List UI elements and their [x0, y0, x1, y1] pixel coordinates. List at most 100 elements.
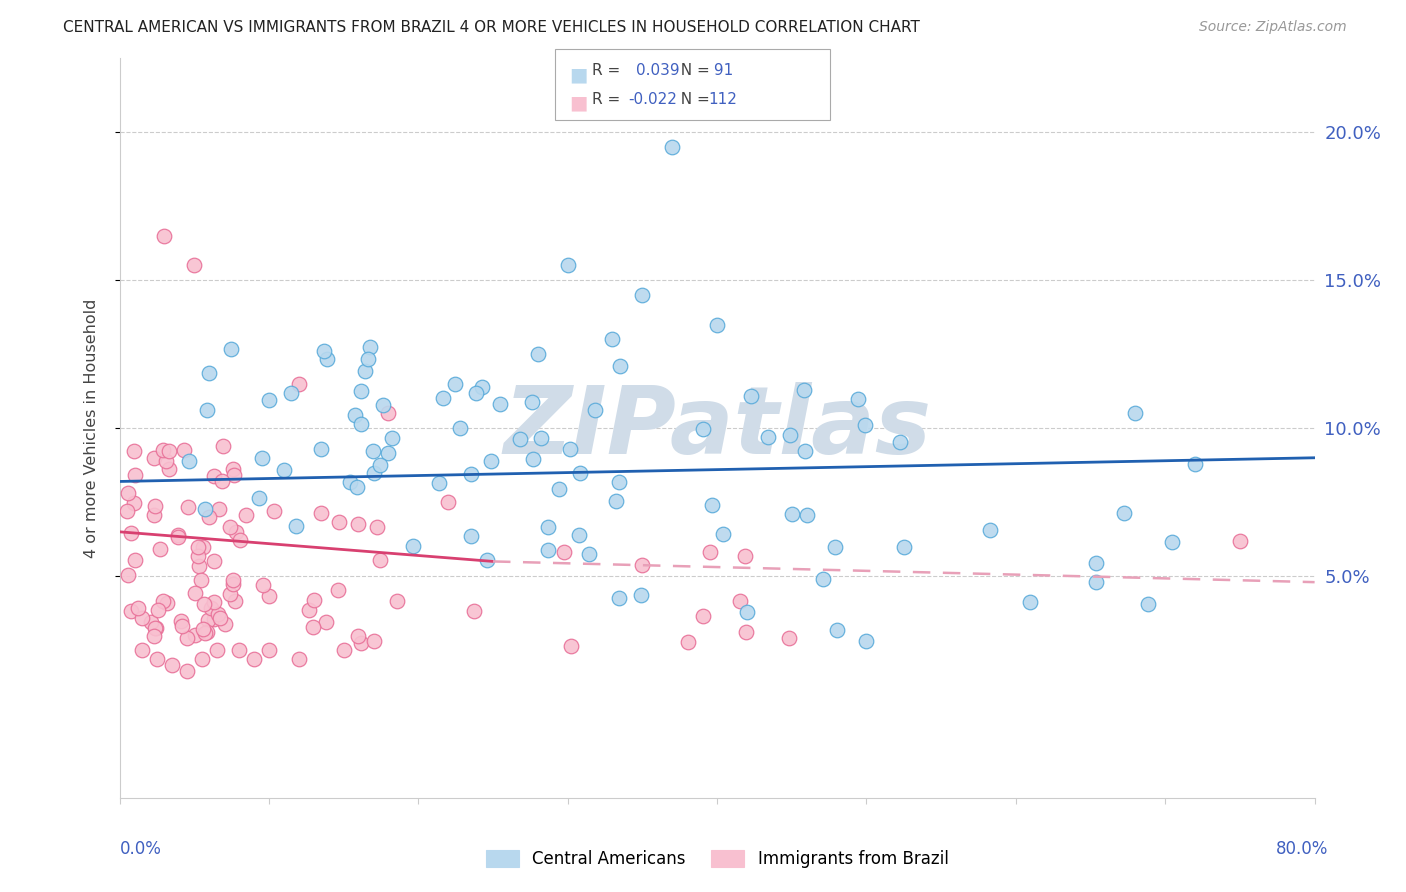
Point: [222, 573, 245, 587]
Point: [332, 643, 354, 657]
Point: [257, 392, 280, 407]
Text: -0.022: -0.022: [628, 92, 678, 107]
Point: [537, 543, 560, 558]
Point: [363, 467, 385, 481]
Point: [183, 585, 205, 599]
Point: [449, 421, 471, 435]
Point: [585, 403, 607, 417]
Point: [250, 451, 273, 466]
Point: [553, 545, 575, 559]
Point: [214, 616, 236, 631]
Point: [124, 552, 146, 566]
Point: [176, 631, 198, 645]
Point: [131, 611, 153, 625]
Point: [607, 591, 630, 605]
Point: [368, 458, 391, 473]
Point: [853, 417, 876, 432]
Point: [173, 442, 195, 457]
Text: ■: ■: [569, 65, 588, 84]
Point: [198, 510, 221, 524]
Point: [855, 634, 877, 648]
Point: [778, 632, 800, 646]
Point: [740, 389, 762, 403]
Text: Source: ZipAtlas.com: Source: ZipAtlas.com: [1199, 20, 1347, 34]
Point: [222, 577, 245, 591]
Point: [346, 480, 368, 494]
Point: [183, 258, 205, 272]
Text: ZIPatlas: ZIPatlas: [503, 382, 931, 475]
Point: [578, 548, 600, 562]
Point: [152, 442, 174, 457]
Point: [631, 288, 654, 302]
Point: [146, 652, 169, 666]
Point: [115, 504, 138, 518]
Point: [381, 431, 404, 445]
Point: [177, 453, 200, 467]
Point: [893, 540, 915, 554]
Point: [176, 664, 198, 678]
Point: [567, 528, 589, 542]
Point: [243, 652, 266, 666]
Point: [172, 619, 194, 633]
Point: [889, 435, 911, 450]
Point: [209, 611, 232, 625]
Point: [735, 625, 758, 640]
Point: [117, 567, 139, 582]
Point: [357, 352, 380, 367]
Point: [117, 485, 139, 500]
Point: [609, 359, 631, 374]
Text: ■: ■: [569, 94, 588, 112]
Point: [460, 528, 482, 542]
Point: [122, 444, 145, 458]
Point: [363, 633, 385, 648]
Point: [346, 629, 368, 643]
Point: [309, 506, 332, 520]
Point: [170, 614, 193, 628]
Point: [427, 475, 450, 490]
Point: [312, 343, 335, 358]
Point: [548, 483, 571, 497]
Point: [146, 603, 169, 617]
Point: [229, 533, 252, 547]
Point: [149, 541, 172, 556]
Point: [167, 530, 190, 544]
Point: [143, 508, 166, 523]
Point: [1229, 533, 1251, 548]
Point: [1161, 534, 1184, 549]
Point: [1019, 595, 1042, 609]
Point: [489, 397, 512, 411]
Point: [359, 340, 381, 354]
Point: [257, 589, 280, 603]
Text: 80.0%: 80.0%: [1277, 840, 1329, 858]
Point: [811, 572, 834, 586]
Point: [607, 475, 630, 489]
Point: [366, 520, 388, 534]
Point: [159, 443, 181, 458]
Point: [177, 500, 200, 515]
Point: [187, 549, 209, 564]
Point: [825, 623, 848, 637]
Point: [257, 643, 280, 657]
Point: [273, 463, 295, 477]
Point: [756, 430, 779, 444]
Point: [222, 468, 245, 483]
Text: N =: N =: [671, 92, 714, 107]
Point: [160, 658, 183, 673]
Point: [127, 601, 149, 615]
Point: [560, 442, 582, 457]
Point: [184, 628, 207, 642]
Text: 0.0%: 0.0%: [120, 840, 162, 858]
Point: [630, 588, 652, 602]
Point: [252, 577, 274, 591]
Point: [793, 383, 815, 397]
Point: [124, 467, 146, 482]
Text: R =: R =: [592, 63, 630, 78]
Point: [202, 595, 225, 609]
Point: [463, 604, 485, 618]
Point: [699, 545, 721, 559]
Point: [120, 604, 142, 618]
Point: [706, 318, 728, 332]
Point: [377, 406, 399, 420]
Text: 0.039: 0.039: [636, 63, 679, 78]
Point: [780, 507, 803, 521]
